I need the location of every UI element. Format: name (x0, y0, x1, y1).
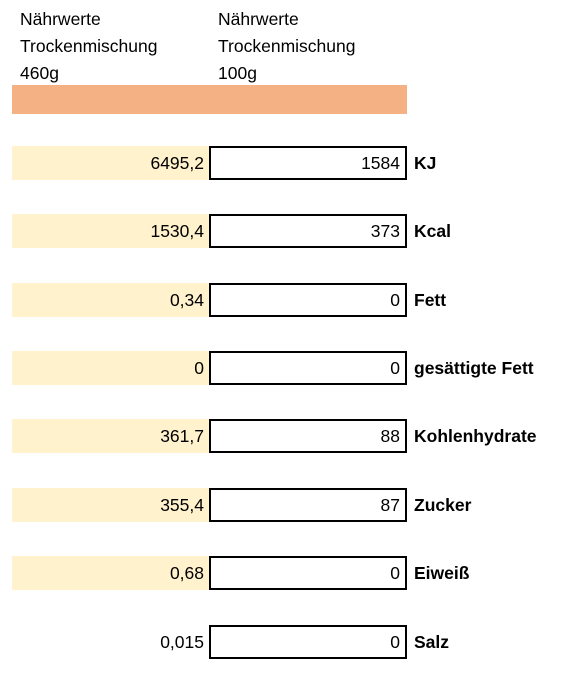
nutrient-label: Kohlenhydrate (414, 426, 537, 446)
header-100g-line-1: Nährwerte (218, 9, 299, 29)
value-460g-cell[interactable]: 1530,4 (12, 214, 209, 248)
header-460g-line-2: Trockenmischung (20, 36, 158, 56)
nutrient-label: Kcal (414, 221, 451, 241)
value-460g-cell[interactable]: 0,015 (160, 632, 204, 652)
header-460g: Nährwerte Trockenmischung 460g (20, 6, 157, 87)
value-460g-cell[interactable]: 0,34 (12, 283, 209, 317)
row-salz: 0,015 0 Salz (0, 625, 574, 659)
value-100g-cell[interactable]: 373 (209, 214, 407, 248)
header-460g-line-3: 460g (20, 63, 59, 83)
row-eiweiss: 0,68 0 Eiweiß (0, 556, 574, 590)
value-100g-cell[interactable]: 1584 (209, 146, 407, 180)
value-100g-cell[interactable]: 0 (209, 283, 407, 317)
row-fett: 0,34 0 Fett (0, 283, 574, 317)
row-gesaettigte-fett: 0 0 gesättigte Fett (0, 351, 574, 385)
nutrient-label: gesättigte Fett (414, 358, 534, 378)
nutrient-label: Zucker (414, 495, 472, 515)
nutrient-label: Fett (414, 290, 447, 310)
header-100g-line-3: 100g (218, 63, 257, 83)
header-100g-line-2: Trockenmischung (218, 36, 356, 56)
value-460g-cell[interactable]: 0 (12, 351, 209, 385)
value-100g-cell[interactable]: 88 (209, 419, 407, 453)
row-kj: 6495,2 1584 KJ (0, 146, 574, 180)
row-kohlenhydrate: 361,7 88 Kohlenhydrate (0, 419, 574, 453)
value-460g-cell[interactable]: 355,4 (12, 488, 209, 522)
nutrient-label: Eiweiß (414, 563, 470, 583)
value-100g-cell[interactable]: 0 (209, 625, 407, 659)
value-460g-cell[interactable]: 361,7 (12, 419, 209, 453)
value-460g-cell[interactable]: 6495,2 (12, 146, 209, 180)
nutrient-label: KJ (414, 153, 437, 173)
value-100g-cell[interactable]: 87 (209, 488, 407, 522)
value-100g-cell[interactable]: 0 (209, 351, 407, 385)
nutrient-label: Salz (414, 632, 450, 652)
value-100g-cell[interactable]: 0 (209, 556, 407, 590)
header-bar (12, 85, 407, 114)
header-460g-line-1: Nährwerte (20, 9, 101, 29)
row-zucker: 355,4 87 Zucker (0, 488, 574, 522)
value-460g-cell[interactable]: 0,68 (12, 556, 209, 590)
header-100g: Nährwerte Trockenmischung 100g (218, 6, 355, 87)
row-kcal: 1530,4 373 Kcal (0, 214, 574, 248)
